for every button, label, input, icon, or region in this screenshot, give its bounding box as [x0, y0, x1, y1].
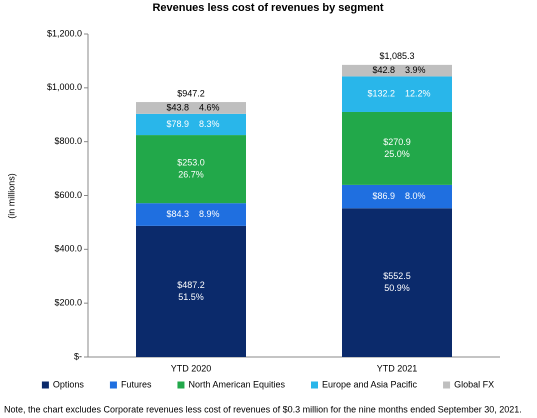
share-label: 51.5% [178, 292, 204, 302]
chart-title: Revenues less cost of revenues by segmen… [152, 2, 383, 14]
share-label: 8.0% [405, 191, 426, 201]
legend-swatch [177, 381, 185, 389]
value-label: $78.9 [166, 119, 189, 129]
bar-segment [136, 225, 246, 357]
legend-swatch [311, 381, 318, 389]
value-label: $86.9 [372, 191, 395, 201]
value-label: $84.3 [166, 209, 189, 219]
y-tick-label: $800.0 [54, 136, 82, 146]
value-label: $43.8 [166, 102, 189, 112]
share-label: 50.9% [384, 283, 410, 293]
bar-segment [342, 111, 452, 185]
bar-segment [136, 113, 246, 136]
value-label: $487.2 [177, 280, 205, 290]
value-label: $42.8 [372, 65, 395, 75]
y-tick-label: $- [74, 351, 82, 361]
share-label: 12.2% [405, 89, 431, 99]
y-tick-label: $200.0 [54, 298, 82, 308]
value-label: $270.9 [383, 137, 411, 147]
value-label: $552.5 [383, 271, 411, 281]
share-label: 3.9% [405, 65, 426, 75]
bar-segment [136, 203, 246, 226]
legend-label: Futures [121, 379, 152, 389]
bar-segment [342, 184, 452, 209]
x-tick-label: YTD 2020 [171, 363, 212, 373]
x-tick-label: YTD 2021 [377, 363, 418, 373]
legend-swatch [41, 381, 49, 389]
bar-segment [136, 102, 246, 114]
legend-label: Options [53, 379, 85, 389]
y-axis-label: (in millions) [6, 173, 16, 219]
share-label: 8.9% [199, 209, 220, 219]
y-tick-label: $1,200.0 [47, 28, 82, 38]
y-tick-label: $600.0 [54, 190, 82, 200]
bar-segment [136, 135, 246, 204]
legend-label: Global FX [454, 379, 494, 389]
legend-swatch [443, 381, 451, 389]
value-label: $132.2 [367, 89, 395, 99]
bar-segment [342, 64, 452, 77]
share-label: 26.7% [178, 169, 204, 179]
legend-swatch [109, 381, 117, 389]
y-tick-label: $400.0 [54, 244, 82, 254]
total-label: $1,085.3 [379, 51, 414, 61]
y-tick-label: $1,000.0 [47, 82, 82, 92]
legend-label: North American Equities [188, 379, 285, 389]
total-label: $947.2 [177, 88, 205, 98]
share-label: 8.3% [199, 119, 220, 129]
share-label: 25.0% [384, 149, 410, 159]
bar-segment [342, 76, 452, 112]
bar-segment [342, 208, 452, 357]
value-label: $253.0 [177, 157, 205, 167]
legend-label: Europe and Asia Pacific [322, 379, 418, 389]
share-label: 4.6% [199, 102, 220, 112]
note: Note, the chart excludes Corporate reven… [4, 404, 522, 414]
